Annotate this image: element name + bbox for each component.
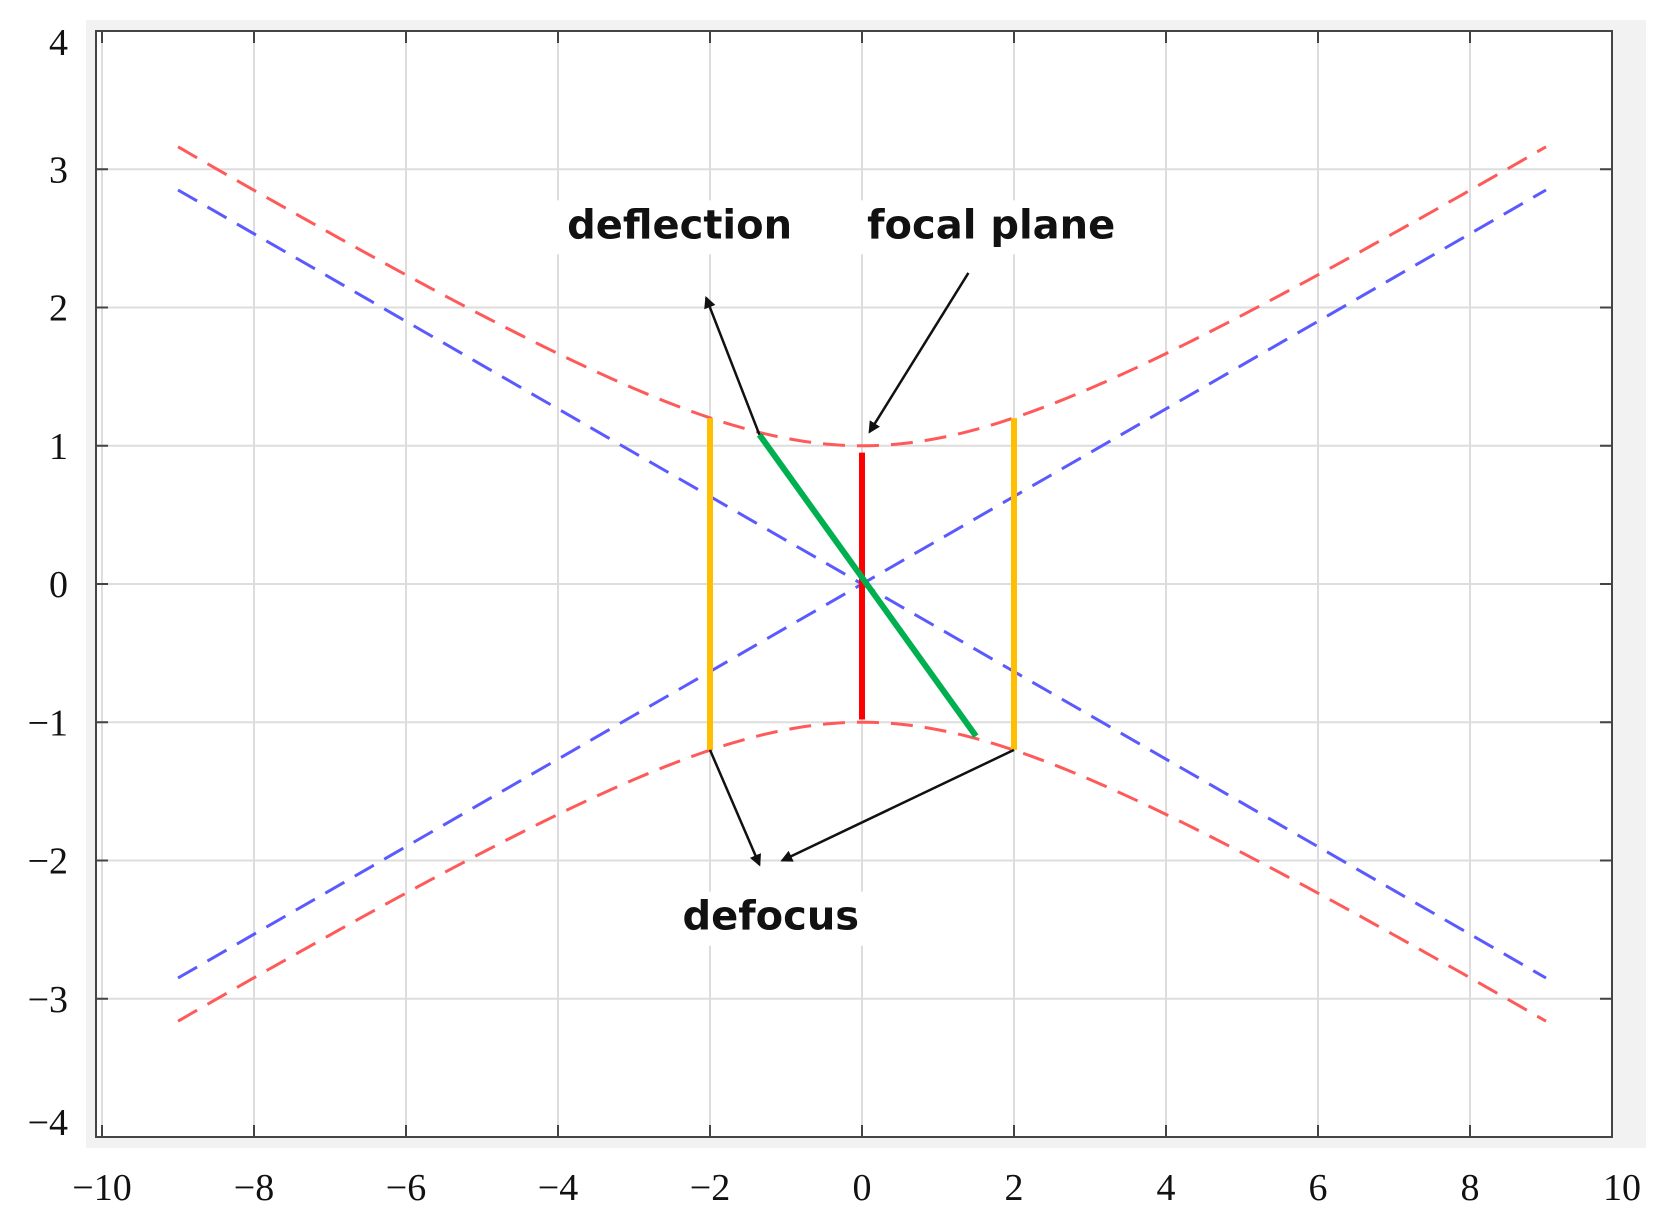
defocus-label: defocus — [682, 894, 859, 940]
y-tick-label: −4 — [28, 1102, 68, 1144]
y-tick-label: 2 — [49, 288, 68, 330]
tick-marks — [96, 31, 1612, 1137]
x-tick-label: 10 — [1603, 1167, 1641, 1209]
y-tick-label: 3 — [49, 149, 68, 191]
annotations: deflection focal plane defocus — [544, 200, 1139, 946]
deflection-arrow — [704, 295, 761, 436]
x-tick-label: 8 — [1461, 1167, 1480, 1209]
x-tick-label: −6 — [386, 1167, 426, 1209]
x-tick-label: −2 — [690, 1167, 730, 1209]
x-tick-label: 0 — [853, 1167, 872, 1209]
y-tick-label: 1 — [49, 426, 68, 468]
focal-plane-label: focal plane — [867, 202, 1115, 248]
hyperbola-upper-branch — [177, 145, 1547, 448]
y-tick-label: 4 — [49, 22, 68, 64]
defocus-arrow-0 — [708, 749, 761, 867]
deflection-label: deflection — [567, 202, 792, 248]
y-tick-label: −2 — [28, 841, 68, 883]
y-tick-label: −3 — [28, 979, 68, 1021]
hyperbola-lower-branch — [177, 720, 1547, 1023]
focal-plane-label-backdrop — [843, 200, 1139, 255]
defocus-label-backdrop — [673, 891, 869, 946]
x-tick-label: 2 — [1005, 1167, 1024, 1209]
segment-line-7 — [756, 432, 979, 738]
x-tick-label: −8 — [234, 1167, 274, 1209]
x-tick-label: 6 — [1309, 1167, 1328, 1209]
y-tick-label: 0 — [49, 564, 68, 606]
x-tick-label: −4 — [538, 1167, 578, 1209]
x-tick-label: 4 — [1157, 1167, 1176, 1209]
y-tick-label: −1 — [28, 702, 68, 744]
deflection-label-backdrop — [544, 200, 815, 255]
defocus-arrow-1 — [780, 748, 1015, 862]
focal-plane-arrow — [868, 272, 970, 434]
series-group — [177, 145, 1547, 1023]
x-tick-label: −10 — [72, 1167, 131, 1209]
